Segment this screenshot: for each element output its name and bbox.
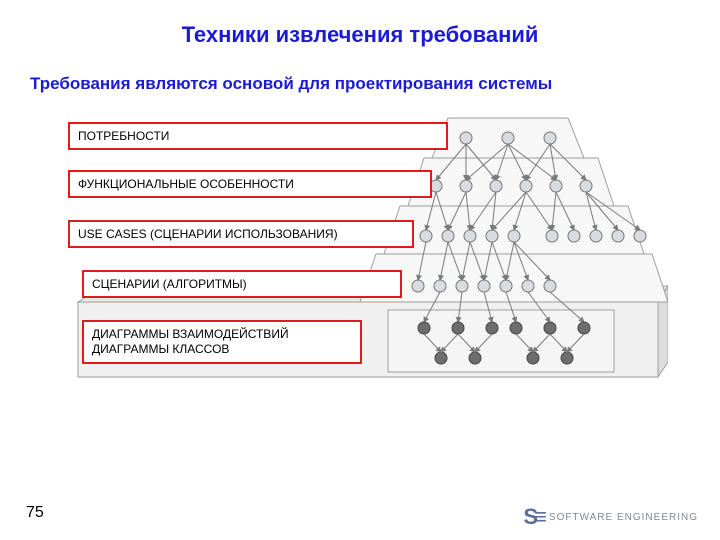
subtitle: Требования являются основой для проектир… xyxy=(30,74,552,94)
level-label-4: ДИАГРАММЫ ВЗАИМОДЕЙСТВИЙ ДИАГРАММЫ КЛАСС… xyxy=(82,320,362,364)
pyramid-diagram: ПОТРЕБНОСТИ ФУНКЦИОНАЛЬНЫЕ ОСОБЕННОСТИ USE… xyxy=(68,112,668,422)
level-label-2: USE CASES (СЦЕНАРИИ ИСПОЛЬЗОВАНИЯ) xyxy=(68,220,414,248)
level-label-3: СЦЕНАРИИ (АЛГОРИТМЫ) xyxy=(82,270,402,298)
diagram-svg xyxy=(68,112,668,422)
footer-logo: S≡ SOFTWARE ENGINEERING xyxy=(523,504,698,530)
logo-icon: S≡ xyxy=(523,504,543,530)
page-number: 75 xyxy=(26,504,44,522)
level-label-1: ФУНКЦИОНАЛЬНЫЕ ОСОБЕННОСТИ xyxy=(68,170,432,198)
slide-title: Техники извлечения требований xyxy=(0,22,720,48)
logo-text: SOFTWARE ENGINEERING xyxy=(549,512,698,523)
level-label-0: ПОТРЕБНОСТИ xyxy=(68,122,448,150)
